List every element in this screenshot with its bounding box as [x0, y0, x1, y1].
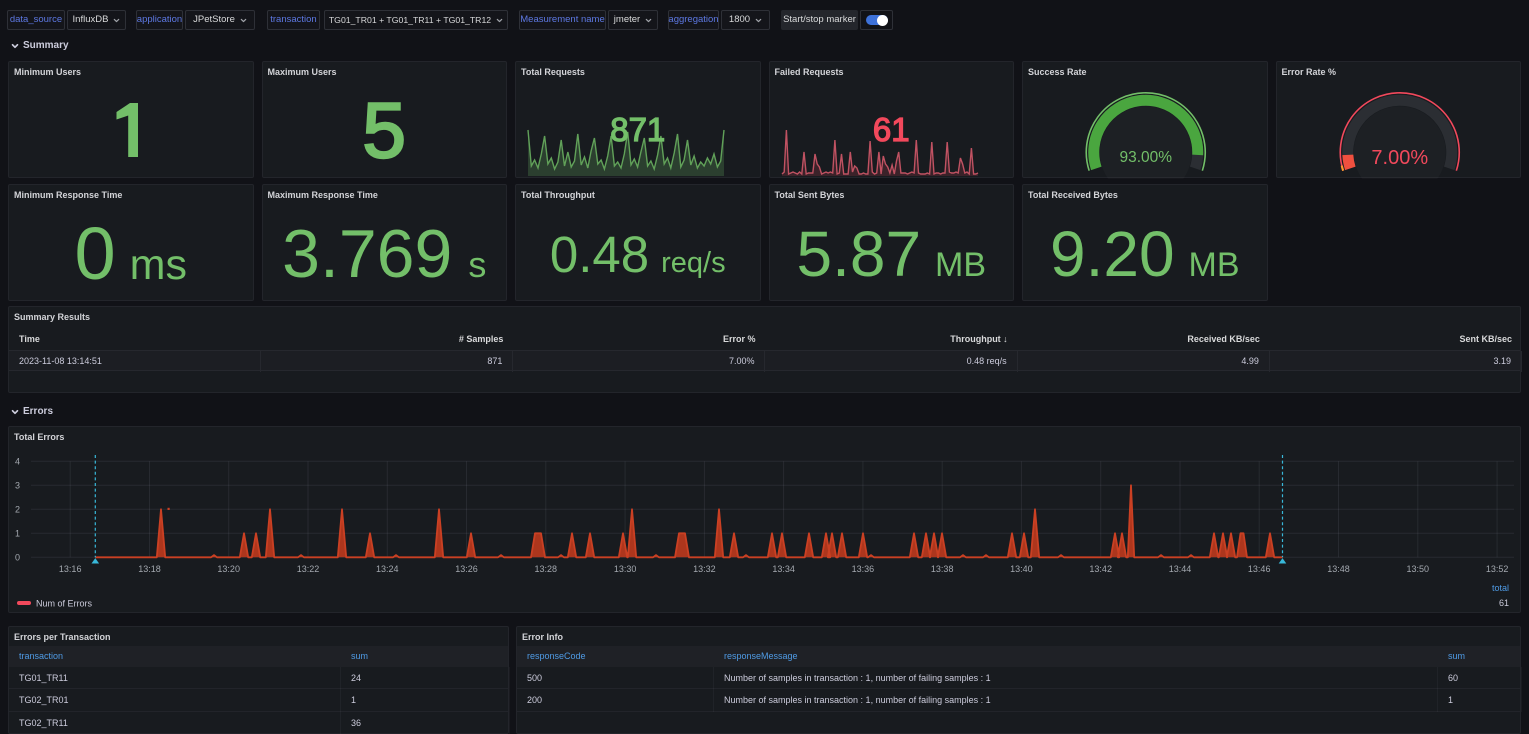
svg-text:13:42: 13:42 — [1089, 563, 1112, 573]
svg-text:13:52: 13:52 — [1486, 563, 1509, 573]
svg-text:13:26: 13:26 — [455, 563, 478, 573]
svg-text:13:30: 13:30 — [614, 563, 637, 573]
svg-text:13:22: 13:22 — [297, 563, 320, 573]
svg-text:13:34: 13:34 — [772, 563, 795, 573]
svg-text:13:46: 13:46 — [1248, 563, 1271, 573]
svg-text:7.00%: 7.00% — [1371, 147, 1428, 169]
svg-text:13:28: 13:28 — [535, 563, 558, 573]
svg-text:3: 3 — [15, 480, 20, 490]
svg-text:61: 61 — [1499, 598, 1509, 608]
svg-text:4: 4 — [15, 456, 20, 466]
svg-text:total: total — [1492, 583, 1509, 593]
svg-text:13:20: 13:20 — [217, 563, 240, 573]
svg-text:13:18: 13:18 — [138, 563, 161, 573]
svg-text:13:50: 13:50 — [1407, 563, 1430, 573]
svg-text:13:16: 13:16 — [59, 563, 82, 573]
svg-text:93.00%: 93.00% — [1119, 149, 1172, 166]
svg-text:13:38: 13:38 — [931, 563, 954, 573]
svg-text:13:40: 13:40 — [1010, 563, 1033, 573]
svg-text:13:44: 13:44 — [1169, 563, 1192, 573]
svg-text:13:32: 13:32 — [693, 563, 716, 573]
svg-text:1: 1 — [15, 528, 20, 538]
svg-text:13:36: 13:36 — [852, 563, 875, 573]
svg-text:13:48: 13:48 — [1327, 563, 1350, 573]
svg-text:0: 0 — [15, 552, 20, 562]
svg-text:Num of Errors: Num of Errors — [36, 598, 93, 608]
svg-text:13:24: 13:24 — [376, 563, 399, 573]
svg-text:2: 2 — [15, 504, 20, 514]
